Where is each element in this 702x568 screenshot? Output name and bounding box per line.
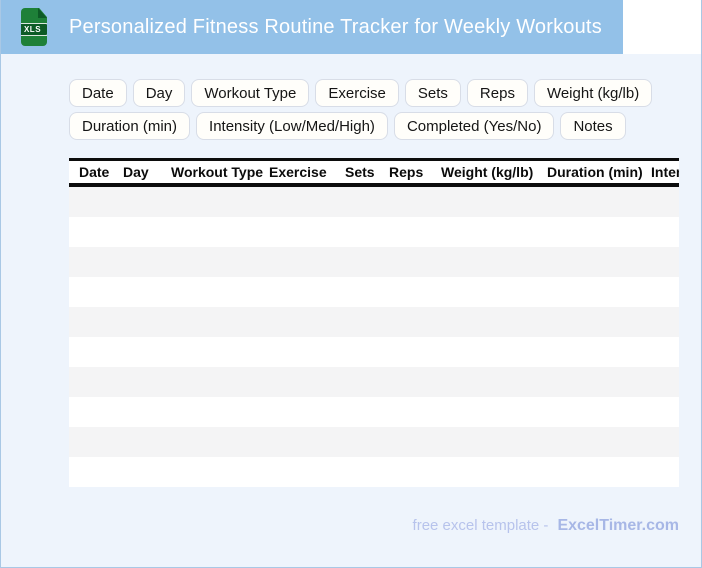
chip-exercise[interactable]: Exercise bbox=[315, 79, 399, 107]
table-row bbox=[69, 427, 679, 457]
column-header-sets: Sets bbox=[345, 164, 375, 180]
table-row bbox=[69, 307, 679, 337]
chip-notes[interactable]: Notes bbox=[560, 112, 626, 140]
table-row bbox=[69, 217, 679, 247]
chip-intensity-low-med-high[interactable]: Intensity (Low/Med/High) bbox=[196, 112, 388, 140]
column-header-date: Date bbox=[79, 164, 110, 180]
chip-date[interactable]: Date bbox=[69, 79, 127, 107]
chip-reps[interactable]: Reps bbox=[466, 79, 528, 107]
table-row bbox=[69, 367, 679, 397]
chip-day[interactable]: Day bbox=[132, 79, 186, 107]
column-header-intensity-low-med-high: Intensity (Low/Med/High) bbox=[651, 164, 679, 180]
column-header-weight-kg-lb: Weight (kg/lb) bbox=[441, 164, 534, 180]
column-header-reps: Reps bbox=[389, 164, 424, 180]
table-row bbox=[69, 277, 679, 307]
chip-row-1: Date Day Workout Type Exercise Sets Reps Weigh… bbox=[69, 79, 701, 107]
footer-text: free excel template - bbox=[412, 517, 549, 534]
header-bar: XLS Personalized Fitness Routine Tracker… bbox=[1, 0, 623, 54]
column-chips: Date Day Workout Type Exercise Sets Reps Weigh… bbox=[69, 79, 701, 140]
table-row bbox=[69, 187, 679, 217]
workout-table: Date Day Workout Type Exercise Sets Reps Weigh… bbox=[69, 158, 679, 487]
column-header-exercise: Exercise bbox=[269, 164, 327, 180]
column-header-day: Day bbox=[123, 164, 149, 180]
footer-brand-link[interactable]: ExcelTimer.com bbox=[557, 517, 679, 534]
chip-completed-yes-no[interactable]: Completed (Yes/No) bbox=[393, 112, 555, 140]
table-body bbox=[69, 187, 679, 487]
table-row bbox=[69, 397, 679, 427]
footer: free excel template - ExcelTimer.com bbox=[413, 517, 679, 535]
xls-file-icon: XLS bbox=[21, 8, 47, 46]
chip-row-2: Duration (min) Intensity (Low/Med/High) Co… bbox=[69, 112, 701, 140]
top-strip: XLS Personalized Fitness Routine Tracker… bbox=[1, 0, 701, 54]
table-row bbox=[69, 247, 679, 277]
page-title: Personalized Fitness Routine Tracker for… bbox=[69, 15, 602, 38]
folded-corner-icon bbox=[38, 8, 47, 18]
chip-weight-kg-lb[interactable]: Weight (kg/lb) bbox=[533, 79, 653, 107]
column-header-workout-type: Workout Type bbox=[171, 164, 264, 180]
table-header-row: Date Day Workout Type Exercise Sets Reps Weigh… bbox=[69, 158, 679, 187]
xls-icon-label: XLS bbox=[21, 23, 47, 36]
table-row bbox=[69, 457, 679, 487]
header-right-filler bbox=[623, 0, 701, 54]
chip-duration-min[interactable]: Duration (min) bbox=[69, 112, 191, 140]
column-header-duration-min: Duration (min) bbox=[547, 164, 643, 180]
table-row bbox=[69, 337, 679, 367]
chip-workout-type[interactable]: Workout Type bbox=[191, 79, 310, 107]
chip-sets[interactable]: Sets bbox=[404, 79, 461, 107]
